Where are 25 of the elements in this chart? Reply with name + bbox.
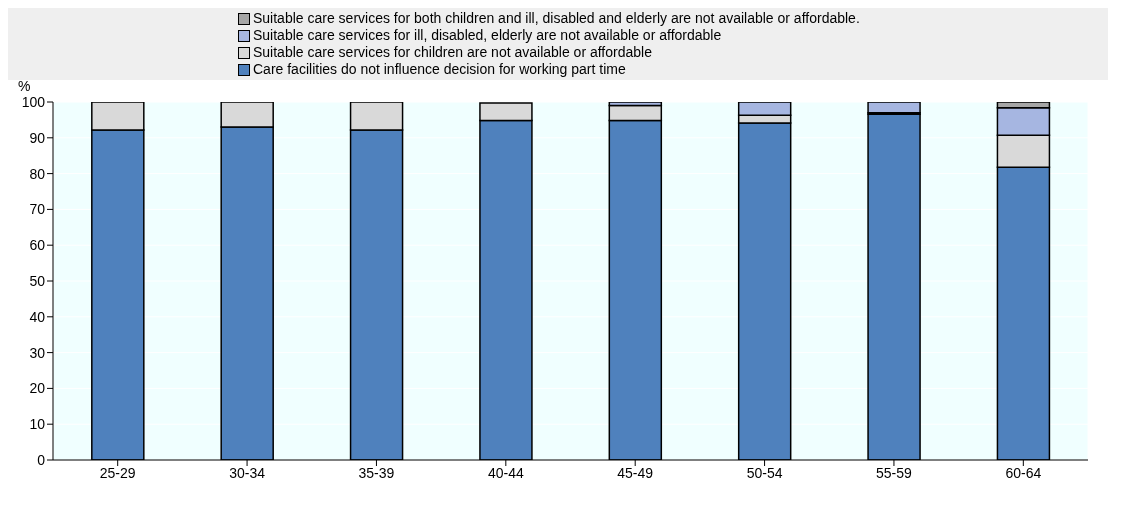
y-tick-label: 90 — [29, 129, 46, 146]
x-tick-label: 50-54 — [746, 464, 783, 481]
y-tick-label: 30 — [29, 344, 46, 361]
x-tick-label: 25-29 — [99, 464, 136, 481]
legend-label: Suitable care services for both children and ill, disabled and elderly are not available or affordable. — [253, 10, 860, 27]
y-tick-label: 40 — [29, 308, 46, 325]
legend-label: Care facilities do not influence decision for working part time — [253, 61, 626, 78]
legend-label: Suitable care services for ill, disabled, elderly are not available or affordable — [253, 27, 722, 44]
y-tick-label: 100 — [21, 93, 46, 110]
y-tick-label: 80 — [29, 165, 46, 182]
y-tick-label: 10 — [29, 416, 46, 433]
x-tick-label: 40-44 — [487, 464, 524, 481]
y-tick-label: 20 — [29, 380, 46, 397]
x-tick-label: 35-39 — [358, 464, 395, 481]
bar — [867, 102, 921, 114]
y-tick-label: 50 — [29, 272, 46, 289]
x-tick-label: 60-64 — [1005, 464, 1042, 481]
y-axis-title: % — [18, 78, 31, 94]
y-tick-label: 70 — [29, 201, 46, 218]
y-tick-label: 0 — [37, 451, 46, 468]
x-tick-label: 30-34 — [229, 464, 266, 481]
x-tick-label: 45-49 — [617, 464, 654, 481]
legend-label: Suitable care services for children are not available or affordable — [253, 44, 652, 61]
x-tick-label: 55-59 — [876, 464, 913, 481]
y-tick-label: 60 — [29, 237, 46, 254]
